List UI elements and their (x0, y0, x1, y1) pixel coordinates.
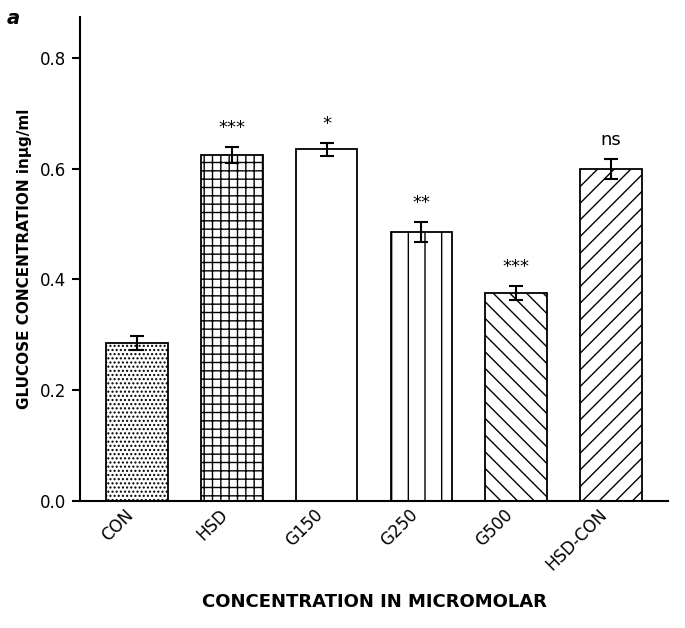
Bar (296, 149, 358, 501)
Bar (580, 169, 642, 501)
Text: ***: *** (503, 258, 530, 276)
Bar (201, 155, 262, 501)
Bar (390, 232, 452, 501)
X-axis label: CONCENTRATION IN MICROMOLAR: CONCENTRATION IN MICROMOLAR (201, 593, 547, 611)
Text: *: * (322, 115, 331, 133)
Bar (106, 343, 168, 501)
Y-axis label: GLUCOSE CONCENTRATION inμg/ml: GLUCOSE CONCENTRATION inμg/ml (16, 109, 32, 409)
Text: **: ** (412, 195, 430, 212)
Bar (485, 293, 547, 501)
Text: ns: ns (601, 131, 621, 149)
Text: a: a (7, 9, 20, 28)
Text: ***: *** (219, 119, 245, 137)
